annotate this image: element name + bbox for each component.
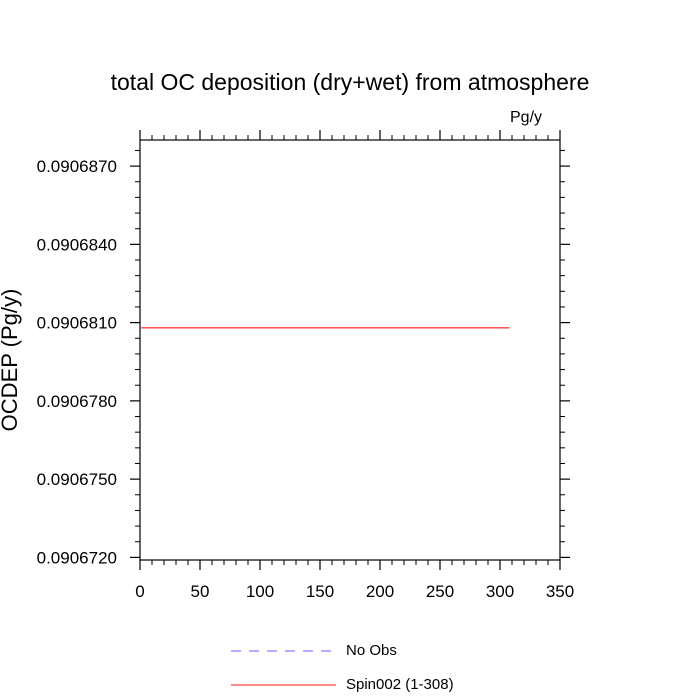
x-tick-label: 150 [306, 582, 334, 601]
x-tick-label: 300 [486, 582, 514, 601]
y-tick-label: 0.0906810 [37, 314, 117, 333]
chart-legend [231, 650, 336, 686]
x-tick-label: 250 [426, 582, 454, 601]
chart-title: total OC deposition (dry+wet) from atmos… [110, 69, 590, 95]
plot-frame [139, 139, 561, 561]
legend-label: No Obs [346, 642, 397, 659]
y-tick-label: 0.0906780 [37, 392, 117, 411]
y-tick-label: 0.0906840 [37, 235, 117, 254]
x-tick-label: 0 [135, 582, 144, 601]
x-tick-label: 200 [366, 582, 394, 601]
chart-ticks: 0 50 100 150 200 250 300 350 0.0906720 0.0906750 0… [37, 130, 574, 601]
x-tick-label: 350 [546, 582, 574, 601]
units-label: Pg/y [510, 109, 543, 126]
y-tick-label: 0.0906750 [37, 470, 117, 489]
legend-label: Spin002 (1-308) [346, 676, 454, 693]
x-tick-label: 50 [191, 582, 210, 601]
y-tick-label: 0.0906870 [37, 157, 117, 176]
x-tick-label: 100 [246, 582, 274, 601]
y-tick-label: 0.0906720 [37, 548, 117, 567]
chart-axes [139, 139, 561, 561]
